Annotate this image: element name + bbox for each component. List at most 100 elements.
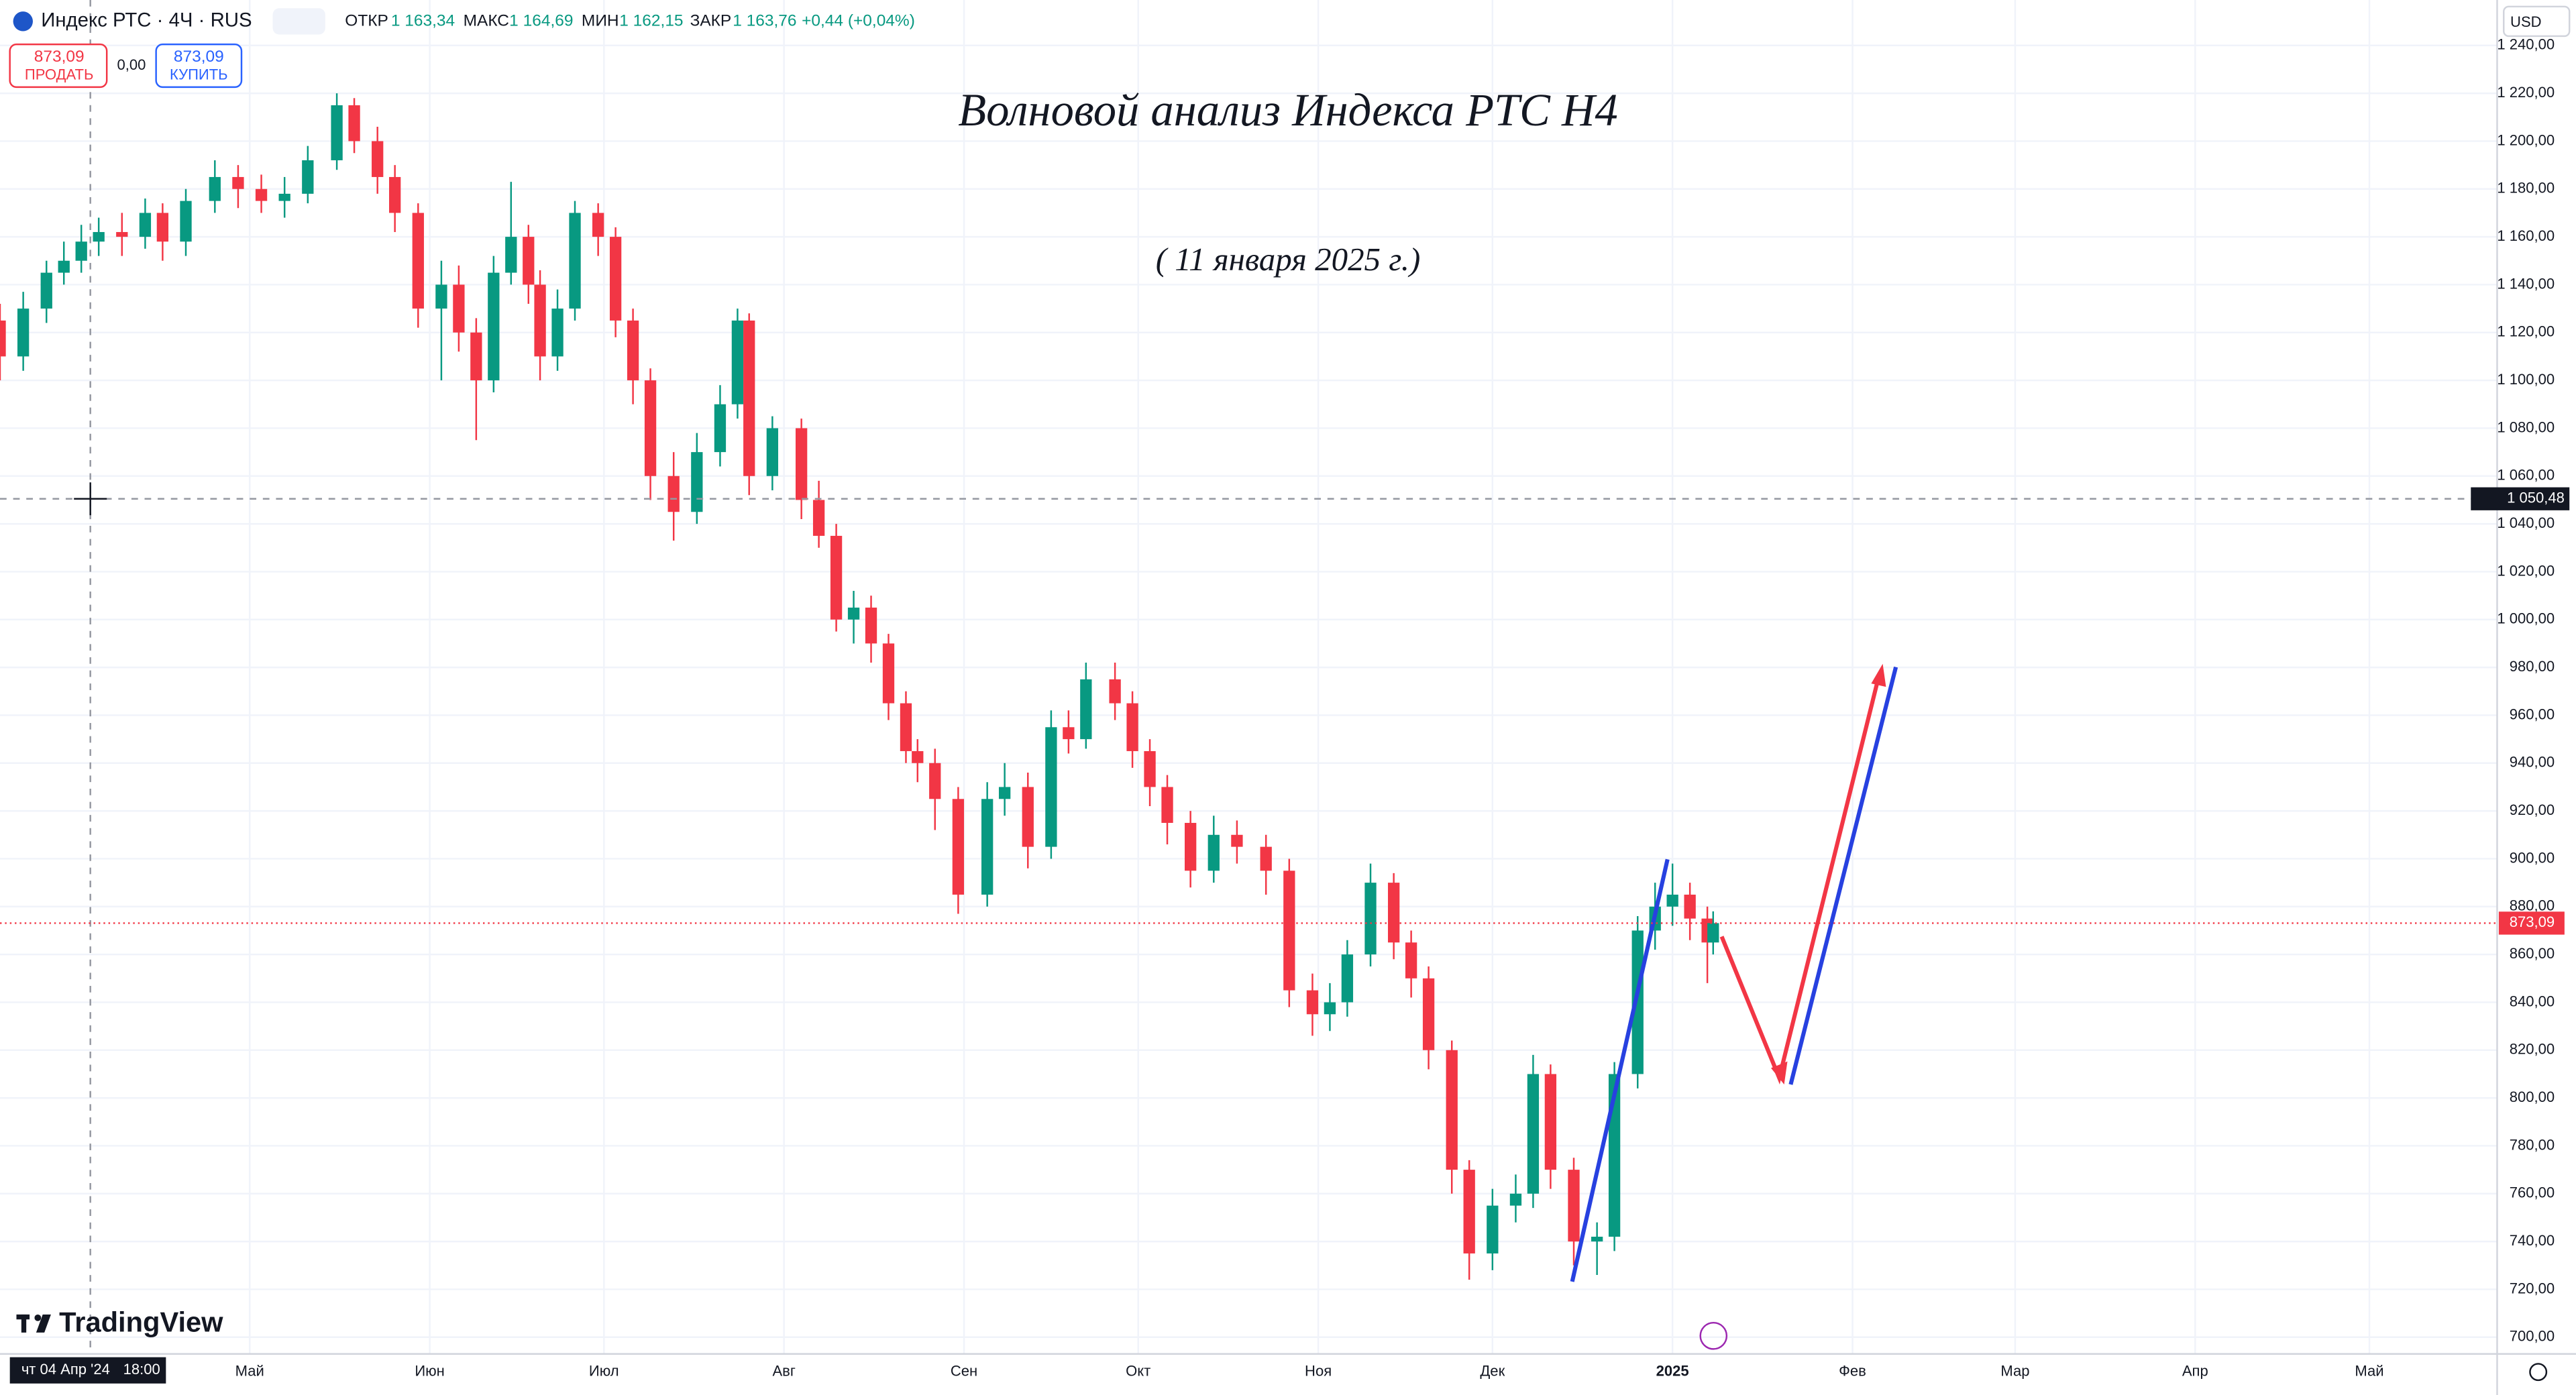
- candle-body: [453, 284, 465, 333]
- x-tick-label: Май: [2355, 1363, 2383, 1380]
- y-tick-label: 1 000,00: [2497, 610, 2555, 627]
- candle-body: [1260, 846, 1272, 871]
- x-tick-label: 2025: [1656, 1363, 1689, 1380]
- settings-icon[interactable]: [2529, 1363, 2548, 1382]
- candle-body: [691, 452, 703, 512]
- high-label: МАКС: [464, 11, 509, 30]
- y-tick-label: 1 140,00: [2497, 275, 2555, 292]
- candle-body: [1446, 1050, 1458, 1170]
- y-tick-label: 1 200,00: [2497, 131, 2555, 148]
- candle-body: [1306, 990, 1319, 1015]
- candle-body: [1591, 1236, 1603, 1242]
- toggle[interactable]: [272, 8, 325, 35]
- last-price-bg: [2498, 911, 2565, 935]
- candle-body: [795, 428, 808, 500]
- x-tick-label: Июн: [415, 1363, 445, 1380]
- x-tick-label: Дек: [1480, 1363, 1505, 1380]
- close-label: ЗАКР: [690, 11, 732, 30]
- y-tick-label: 820,00: [2510, 1041, 2555, 1058]
- y-tick-label: 980,00: [2510, 658, 2555, 675]
- y-tick-label: 880,00: [2510, 897, 2555, 914]
- candle-body: [1283, 871, 1295, 991]
- candle-body: [255, 188, 268, 201]
- cursor-time: 18:00: [123, 1361, 160, 1378]
- candle-body: [1324, 1002, 1336, 1015]
- candle-body: [1527, 1074, 1540, 1194]
- high-value: 1 164,69: [509, 11, 573, 30]
- sell-label: ПРОДАТЬ: [25, 66, 93, 83]
- candle-body: [882, 643, 895, 704]
- candle-body: [1684, 894, 1696, 919]
- forecast-arrow: [1719, 673, 1882, 1085]
- y-tick-label: 1 120,00: [2497, 323, 2555, 340]
- sell-price: 873,09: [34, 48, 85, 66]
- candle-body: [981, 799, 994, 895]
- logo: TradingView: [59, 1306, 223, 1338]
- candle-body: [766, 428, 779, 476]
- change: +0,44 (+0,04%): [802, 11, 915, 30]
- candle-body: [523, 237, 535, 285]
- candle-body: [1364, 883, 1377, 955]
- candle-body: [302, 160, 314, 194]
- candle-body: [743, 320, 755, 476]
- candle-body: [17, 309, 30, 357]
- x-tick-label: Май: [235, 1363, 264, 1380]
- candle-body: [1080, 679, 1092, 740]
- arrow-head: [1871, 663, 1886, 687]
- currency-button[interactable]: [2503, 5, 2571, 38]
- candle-body: [232, 176, 244, 189]
- x-tick-label: Окт: [1126, 1363, 1150, 1380]
- candle-body: [0, 320, 6, 357]
- x-tick-label: Мар: [2000, 1363, 2029, 1380]
- y-tick-label: 860,00: [2510, 945, 2555, 962]
- symbol[interactable]: Индекс РТС · 4Ч · RUS: [41, 9, 252, 32]
- x-tick-label: Авг: [772, 1363, 795, 1380]
- candle-body: [348, 105, 360, 142]
- y-tick-label: 1 020,00: [2497, 562, 2555, 579]
- candle-body: [1544, 1074, 1557, 1170]
- candle-body: [1422, 978, 1435, 1050]
- event-icon[interactable]: [1699, 1321, 1728, 1350]
- candle-body: [929, 763, 941, 799]
- candle-body: [139, 213, 152, 237]
- currency: USD: [2510, 13, 2542, 30]
- candle-body: [278, 193, 290, 201]
- sell-button[interactable]: [9, 43, 108, 89]
- candle-body: [1063, 727, 1075, 740]
- candle-body: [505, 237, 517, 273]
- candle-body: [1707, 923, 1719, 943]
- candle-body: [644, 380, 657, 476]
- candle-body: [865, 607, 877, 644]
- candle-body: [488, 272, 500, 381]
- candle-body: [952, 799, 965, 895]
- candle-body: [1184, 822, 1197, 871]
- candle-body: [1666, 894, 1678, 907]
- candle-body: [714, 404, 727, 453]
- crosshair-price-label: 1 050,48: [2507, 490, 2565, 506]
- date-label-bg: [9, 1357, 166, 1384]
- candle-body: [534, 284, 546, 357]
- arrow-head: [1771, 1061, 1788, 1084]
- y-tick-label: 700,00: [2510, 1328, 2555, 1345]
- candle-body: [1487, 1205, 1499, 1253]
- logo-icon: [21, 1314, 27, 1333]
- chart-title: Волновой анализ Индекса РТС Н4: [958, 85, 1618, 135]
- flag: [13, 11, 33, 32]
- candle-body: [1022, 787, 1034, 847]
- candle-body: [1631, 930, 1644, 1074]
- candle-body: [1463, 1170, 1475, 1253]
- x-tick-label: Ноя: [1305, 1363, 1332, 1380]
- candle-body: [209, 176, 221, 201]
- candle-body: [116, 231, 128, 237]
- candle-body: [1208, 834, 1220, 871]
- y-tick-label: 1 080,00: [2497, 418, 2555, 435]
- y-tick-label: 1 160,00: [2497, 227, 2555, 244]
- trend-line: [1570, 858, 1670, 1282]
- buy-button[interactable]: [155, 43, 243, 89]
- candle-body: [847, 607, 860, 620]
- y-tick-label: 900,00: [2510, 849, 2555, 866]
- candle-body: [40, 272, 52, 309]
- candle-body: [93, 231, 105, 242]
- candle-body: [412, 213, 424, 309]
- candle-body: [900, 703, 912, 751]
